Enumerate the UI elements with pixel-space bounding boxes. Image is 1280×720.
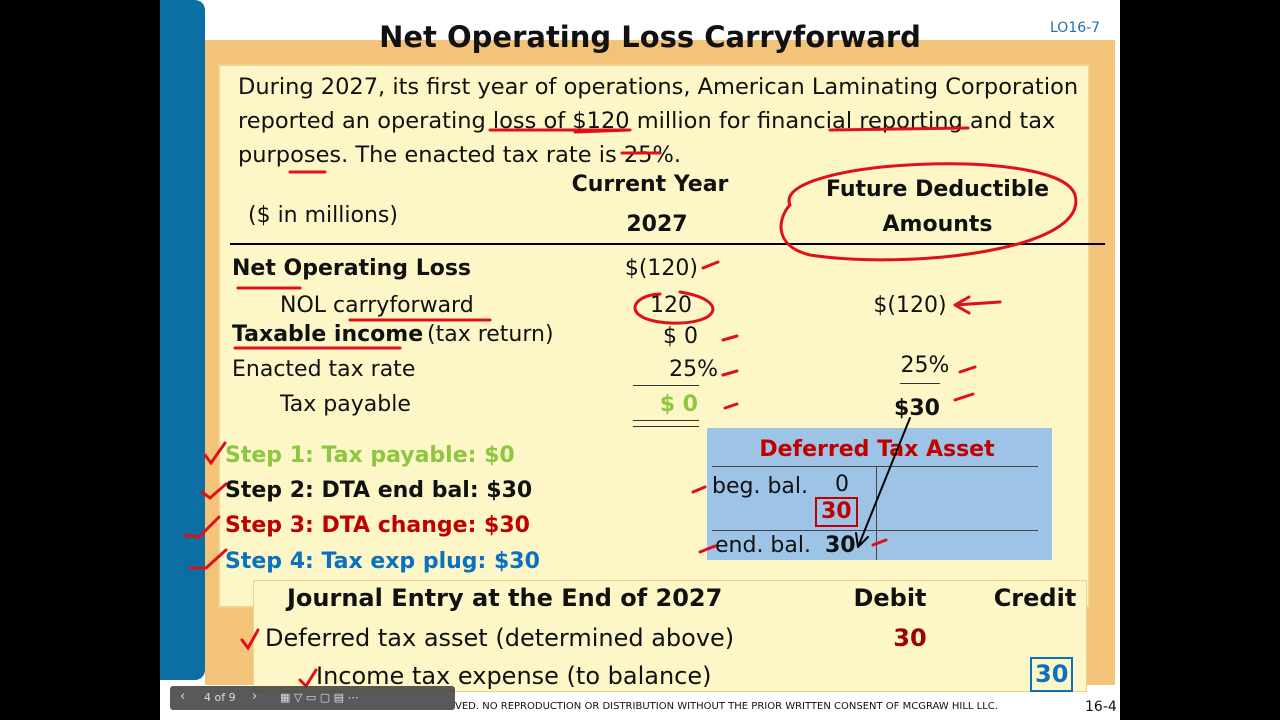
- row-label: NOL carryforward: [280, 293, 474, 318]
- intro-line: During 2027, its first year of operation…: [238, 74, 1079, 100]
- step: Step 4: Tax exp plug: $30: [225, 549, 540, 574]
- title: Net Operating Loss Carryforward: [379, 20, 921, 54]
- annotation-arrow: [953, 295, 1002, 315]
- current-header: Current Year: [571, 172, 729, 197]
- row-label: Enacted tax rate: [232, 357, 416, 382]
- future-value: $30: [894, 396, 940, 421]
- current-value: $ 0: [659, 392, 698, 417]
- annotation-underline: [233, 126, 970, 350]
- current-value: 120: [650, 293, 692, 318]
- t-line: [876, 466, 877, 560]
- journal-title: Journal Entry at the End of 2027: [287, 584, 723, 612]
- next-button[interactable]: ›: [252, 689, 258, 704]
- row-label: Taxable income: [232, 322, 424, 347]
- header-rule: [230, 243, 1105, 245]
- beg-label: beg. bal.: [712, 474, 809, 499]
- intro-line: purposes. The enacted tax rate is 25%.: [238, 142, 682, 168]
- journal-account: Deferred tax asset (determined above): [265, 624, 735, 652]
- annotation-check: [183, 441, 318, 689]
- row-label: Net Operating Loss: [232, 256, 472, 281]
- slide: Net Operating Loss Carryforward LO16-7 D…: [160, 0, 1120, 720]
- intro: During 2027, its first year of operation…: [238, 70, 1078, 172]
- double-rule: [633, 420, 699, 427]
- current-value: $(120): [624, 256, 698, 281]
- footer-notice: VED. NO REPRODUCTION OR DISTRIBUTION WIT…: [455, 701, 998, 712]
- change-value: 30: [815, 497, 858, 527]
- row-label: Tax payable: [280, 392, 411, 417]
- step: Step 1: Tax payable: $0: [225, 443, 515, 468]
- t-account-title: Deferred Tax Asset: [759, 437, 995, 462]
- step: Step 3: DTA change: $30: [225, 513, 530, 538]
- beg-value: 0: [835, 472, 849, 497]
- current-value: $ 0: [663, 324, 698, 349]
- units: ($ in millions): [248, 203, 398, 228]
- journal-credit: 30: [1030, 657, 1074, 692]
- debit-header: Debit: [853, 584, 927, 612]
- row-note: (tax return): [427, 322, 554, 347]
- annotation-circle: [633, 290, 715, 325]
- annotation-tick: [691, 260, 977, 554]
- t-line: [712, 530, 1038, 531]
- future-value: 25%: [900, 353, 950, 378]
- journal-debit: 30: [893, 624, 927, 652]
- credit-header: Credit: [993, 584, 1077, 612]
- t-line: [712, 466, 1038, 467]
- current-year: 2027: [626, 212, 688, 237]
- journal-account: Income tax expense (to balance): [316, 662, 712, 690]
- current-value: 25%: [669, 357, 718, 382]
- step: Step 2: DTA end bal: $30: [225, 478, 533, 503]
- journal-box: [253, 580, 1087, 692]
- page-number: 16-4: [1085, 699, 1117, 715]
- player-tools[interactable]: ▦ ▽ ▭ ▢ ▤ ⋯: [280, 691, 359, 704]
- end-label: end. bal.: [715, 533, 811, 558]
- annotations: [183, 126, 1078, 689]
- future-value: $(120): [873, 293, 947, 318]
- objective-code: LO16-7: [1050, 20, 1101, 36]
- player-bar: ‹ 4 of 9 › ▦ ▽ ▭ ▢ ▤ ⋯: [170, 686, 455, 710]
- rule: [900, 383, 940, 384]
- annotation-circle: [779, 162, 1078, 262]
- prev-button[interactable]: ‹: [180, 689, 186, 704]
- future-header: Future Deductible Amounts: [825, 177, 1050, 237]
- slide-position: 4 of 9: [204, 691, 236, 704]
- rule: [633, 385, 699, 386]
- end-value: 30: [825, 533, 856, 558]
- annotation-arrow: [855, 417, 911, 548]
